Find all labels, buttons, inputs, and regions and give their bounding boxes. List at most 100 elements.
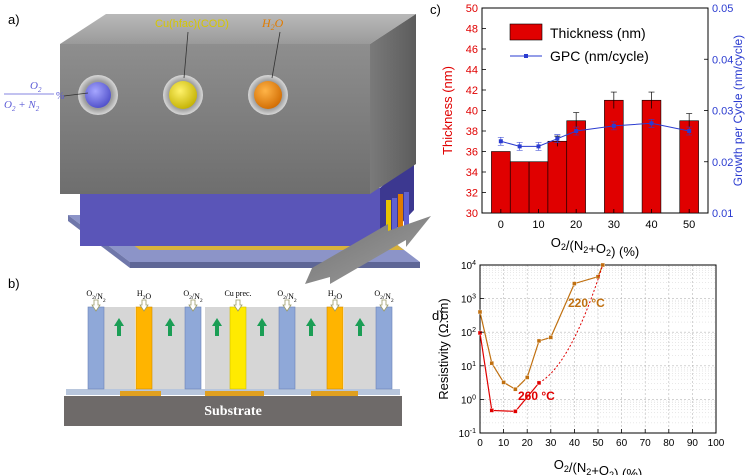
gpc-point-7 <box>687 129 692 133</box>
c-ytick-label-9: 48 <box>466 24 478 36</box>
thickness-bar-0 <box>491 151 511 214</box>
legend-gpc-label: GPC (nm/cycle) <box>550 48 649 64</box>
d-series-1-extrapolation <box>538 264 604 384</box>
precursor-nozzle-o2 <box>78 75 118 115</box>
deposit-0 <box>120 391 161 396</box>
gpc-line <box>500 122 690 147</box>
c-y2label: Growth per Cycle (nm/cycle) <box>731 35 745 186</box>
legend-thickness-label: Thickness (nm) <box>550 25 646 41</box>
legend-gpc-marker <box>524 54 528 58</box>
gpc-point-6 <box>649 121 654 126</box>
h2o-precursor-label: H2O <box>261 16 284 32</box>
channel-label-1: H2O <box>137 289 152 301</box>
channel-label-6: O2/N2 <box>374 289 394 304</box>
exhaust-arrow-2 <box>212 318 222 336</box>
d-xtick-label-7: 70 <box>640 438 652 449</box>
thickness-bar-1 <box>509 161 530 214</box>
thickness-errorbar-6 <box>648 91 655 109</box>
d-series-0-line <box>479 264 604 391</box>
thickness-errorbar-7 <box>686 113 693 128</box>
channel-label-2: O2/N2 <box>183 289 203 304</box>
d-ytick-label-3: 102 <box>461 327 476 339</box>
d-xtick-label-3: 30 <box>545 438 557 449</box>
channel-4 <box>278 306 296 390</box>
c-ytick-label-0: 30 <box>466 208 478 220</box>
d-ytick-label-2: 101 <box>461 361 476 373</box>
d-series-1-point-0 <box>477 330 483 336</box>
exhaust-arrow-0 <box>114 318 124 336</box>
d-xtick-label-10: 100 <box>708 438 725 449</box>
d-xtick-label-5: 50 <box>592 438 604 449</box>
svg-text:%: % <box>56 91 64 102</box>
d-label-220: 220 °C <box>568 296 605 310</box>
head-channels <box>80 158 414 246</box>
d-series-1-point-1 <box>489 408 494 413</box>
d-xtick-label-4: 40 <box>569 438 581 449</box>
c-xtick-label-4: 40 <box>645 219 657 231</box>
c-xtick-label-3: 30 <box>608 219 620 231</box>
flow-arrow-5 <box>330 299 340 312</box>
svg-text:O2: O2 <box>30 80 42 94</box>
cu-precursor-label: Cu(hfac)(COD) <box>155 18 229 30</box>
gpc-point-3 <box>555 136 560 141</box>
d-xlabel: O2/(N2+O2) (%) <box>554 457 643 475</box>
spatial-ald-head <box>60 14 416 194</box>
channel-2 <box>184 306 202 390</box>
d-series-1-point-3 <box>536 380 542 386</box>
c-y2tick-label-2: 0.03 <box>712 106 733 118</box>
panel-b: b) Substrate O2/N2 H2O O2/N2 Cu prec. O2/N2 H2… <box>8 276 402 426</box>
c-ytick-label-4: 38 <box>466 126 478 138</box>
gpc-point-5 <box>611 123 616 128</box>
channel-3 <box>229 306 247 390</box>
d-series-1-point-2 <box>513 409 518 414</box>
panel-a-label: a) <box>8 12 20 27</box>
d-series-0-point-7 <box>572 281 577 286</box>
deposit-1 <box>205 391 264 396</box>
panel-b-label: b) <box>8 276 20 291</box>
d-ytick-label-5: 104 <box>461 260 476 272</box>
c-ytick-label-3: 36 <box>466 147 478 159</box>
gpc-point-2 <box>536 144 541 149</box>
panel-a: a) <box>4 12 431 284</box>
d-series-0-point-1 <box>489 360 494 366</box>
flow-arrow-3 <box>233 299 243 312</box>
c-xtick-label-1: 10 <box>532 219 544 231</box>
channel-label-4: O2/N2 <box>277 289 297 304</box>
exhaust-arrow-1 <box>165 318 175 336</box>
d-ylabel: Resistivity (Ω.cm) <box>436 298 451 399</box>
thickness-bar-6 <box>641 99 662 214</box>
flow-arrow-0 <box>91 299 101 312</box>
channel-1 <box>135 306 153 390</box>
channel-0 <box>87 306 105 390</box>
legend-thickness-swatch <box>509 23 543 41</box>
channel-5 <box>326 306 344 390</box>
c-ytick-label-5: 40 <box>466 106 478 118</box>
substrate-label: Substrate <box>204 404 262 419</box>
c-y2tick-label-3: 0.04 <box>712 54 733 66</box>
c-ytick-label-2: 34 <box>466 167 478 179</box>
d-ytick-label-1: 100 <box>461 394 476 406</box>
channel-label-5: H2O <box>328 289 343 301</box>
d-series-0-point-4 <box>525 375 530 380</box>
gpc-point-0 <box>498 139 503 144</box>
flow-arrow-2 <box>188 299 198 312</box>
panel-d-label: d) <box>432 308 444 323</box>
d-series-0-point-5 <box>536 338 542 344</box>
d-xtick-label-2: 20 <box>522 438 534 449</box>
substrate-block <box>64 396 402 426</box>
thickness-errorbar-4 <box>573 112 580 129</box>
d-xtick-label-8: 80 <box>663 438 675 449</box>
c-ytick-label-1: 32 <box>466 188 478 200</box>
thickness-errorbar-5 <box>610 91 617 109</box>
c-xlabel: O2/(N2+O2) (%) <box>551 235 640 259</box>
d-xtick-label-1: 10 <box>498 438 510 449</box>
precursor-nozzle-h2o <box>248 75 288 115</box>
c-ytick-label-8: 46 <box>466 44 478 56</box>
c-y2tick-label-4: 0.05 <box>712 3 733 15</box>
panel-d: d) 220 °C 260 °C 0 10 20 30 40 50 60 70 80 90 100 10-… <box>432 260 725 475</box>
c-y2tick-label-0: 0.01 <box>712 208 733 220</box>
deposit-2 <box>311 391 358 396</box>
gpc-point-1 <box>517 144 522 149</box>
thickness-bar-5 <box>604 99 624 214</box>
